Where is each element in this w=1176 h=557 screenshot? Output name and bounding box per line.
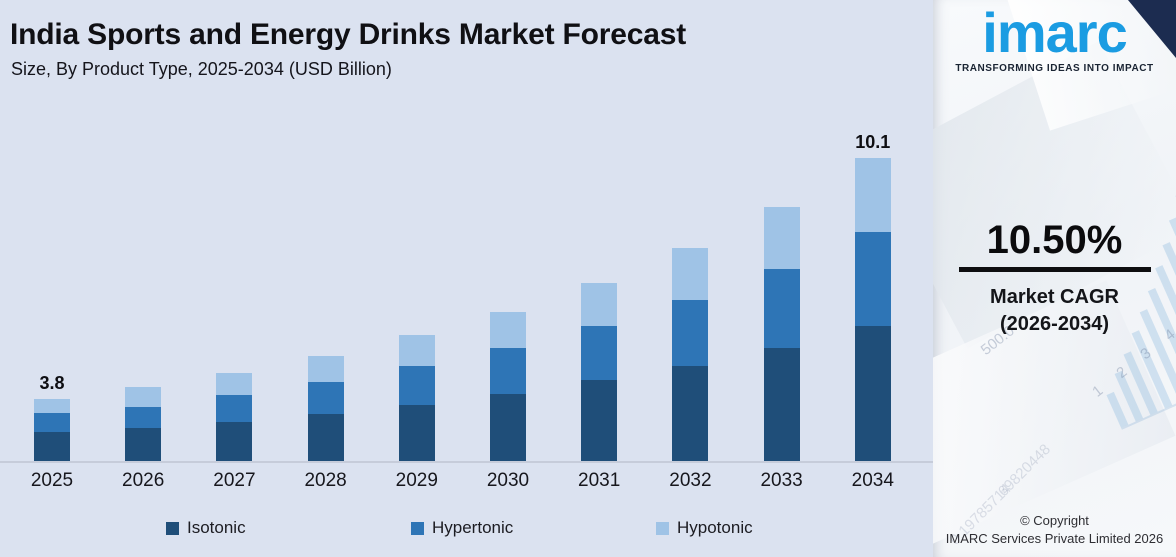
x-axis-label: 2032 [669,470,712,491]
bar-segment-isotonic [216,422,253,461]
bar-segment-isotonic [672,366,709,461]
page-title: India Sports and Energy Drinks Market Fo… [10,18,686,51]
legend-item-isotonic: Isotonic [166,518,246,538]
bar-segment-hypertonic [34,413,70,432]
hypotonic-swatch-icon [656,521,669,535]
x-axis-label: 2030 [486,470,530,491]
legend-label: Isotonic [187,518,246,537]
bar-segment-hypotonic [216,373,253,395]
cagr-underline [958,267,1151,272]
chart-plot: 2025 2026 2027 2028 2029 2030 2031 2032 2033 2034… [0,132,933,491]
bar-segment-hypotonic [672,248,709,300]
cagr-caption-line2: (2026-2034) [1000,313,1109,335]
legend-item-hypotonic: Hypotonic [656,518,753,538]
isotonic-swatch-icon [166,521,179,535]
x-axis-label: 2033 [760,470,803,491]
bar-value-label: 3.8 [39,373,65,393]
x-axis-label: 2025 [30,470,74,491]
chart-panel: India Sports and Energy Drinks Market Fo… [0,18,933,542]
bar-segment-hypertonic [398,366,435,405]
x-axis-label: 2034 [851,470,894,491]
bar-segment-hypertonic [490,348,526,394]
bar-segment-isotonic [34,432,70,461]
bar-segment-hypotonic [581,283,618,326]
x-axis-label: 2029 [395,470,438,491]
brand-sidebar: 500.0 1 2 3 4 69820448 0.19785714 imarc … [933,0,1176,557]
bar-segment-hypertonic [125,407,162,428]
bar-segment-isotonic [307,414,344,461]
copyright: © Copyright IMARC Services Private Limit… [933,512,1176,547]
copyright-line2: IMARC Services Private Limited 2026 [945,530,1164,546]
copyright-line1: © Copyright [1020,513,1089,528]
bar-segment-hypertonic [854,232,891,326]
bar-segment-hypotonic [125,387,162,407]
page-subtitle: Size, By Product Type, 2025-2034 (USD Bi… [11,59,392,79]
imarc-logo-tagline: TRANSFORMING IDEAS INTO IMPACT [955,62,1154,74]
x-axis-line [0,461,933,463]
bar-segment-isotonic [581,380,618,461]
bar-segment-isotonic [763,348,800,461]
bar-segment-hypertonic [307,382,344,414]
bar-segment-hypotonic [307,356,344,382]
bar-segment-isotonic [398,405,435,461]
bar-segment-hypotonic [398,335,435,366]
chart-legend: Isotonic Hypertonic Hypotonic [0,518,933,542]
legend-label: Hypertonic [432,518,514,537]
imarc-logo-word: imarc [982,1,1127,64]
x-axis-label: 2026 [122,470,165,491]
cagr-caption-line1: Market CAGR [990,286,1119,308]
x-axis-label: 2031 [578,470,621,491]
bar-segment-hypotonic [490,312,526,348]
cagr-block: 10.50% Market CAGR (2026-2034) [933,218,1176,338]
bar-value-label: 10.1 [855,132,891,152]
bar-segment-isotonic [490,394,526,461]
hypertonic-swatch-icon [411,521,424,535]
cagr-value: 10.50% [986,218,1123,262]
bar-segment-hypertonic [216,395,253,422]
legend-item-hypertonic: Hypertonic [411,518,513,538]
imarc-logo: imarc TRANSFORMING IDEAS INTO IMPACT [933,1,1176,74]
bar-segment-hypertonic [672,300,709,366]
bar-segment-hypertonic [581,326,618,380]
bar-segment-isotonic [125,428,162,461]
x-axis-label: 2028 [304,470,347,491]
legend-label: Hypotonic [677,518,753,537]
bar-segment-isotonic [854,326,891,461]
x-axis-label: 2027 [213,470,256,491]
bar-segment-hypotonic [763,207,800,269]
bar-segment-hypotonic [854,158,891,232]
bar-segment-hypotonic [34,399,70,413]
bar-segment-hypertonic [763,269,800,348]
